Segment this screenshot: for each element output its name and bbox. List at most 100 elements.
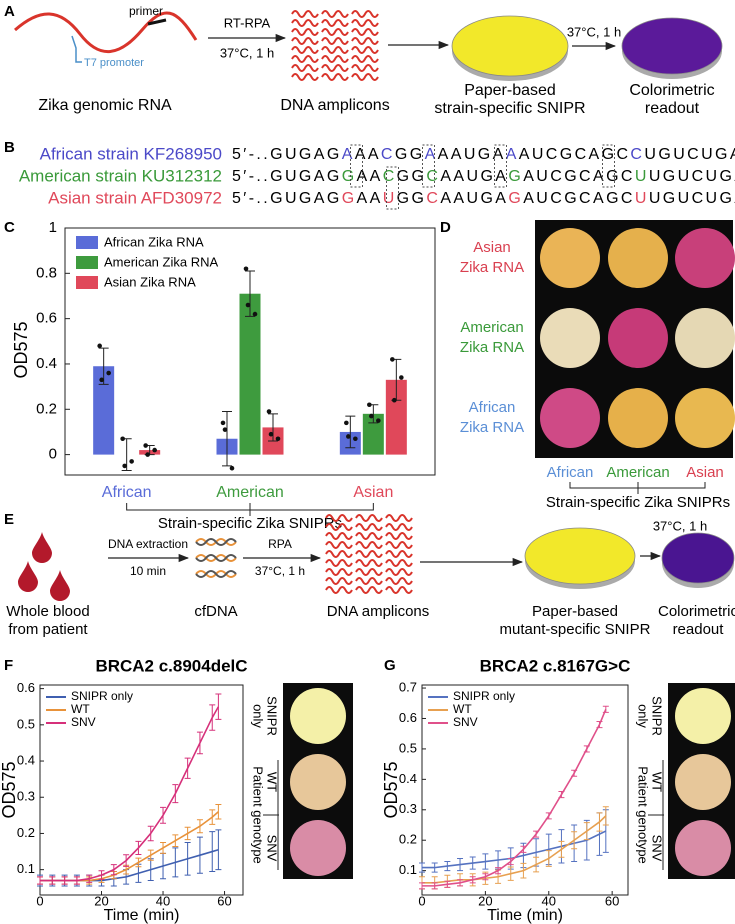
x-tick-label: 20: [478, 893, 492, 908]
disc: [661, 532, 735, 584]
well-photo: [675, 308, 735, 368]
sequence-segment: AAUGA: [440, 168, 508, 185]
well-photo: [608, 228, 668, 288]
label: 37°C, 1 h: [220, 45, 274, 60]
y-tick-label: 0.6: [36, 310, 57, 327]
replicate-dot: [143, 443, 148, 448]
sequence-segment: AUCGCAGC: [523, 168, 635, 185]
amplicon-wave: [321, 73, 349, 81]
label: Paper-based: [532, 603, 618, 620]
y-tick-label: 0: [49, 446, 57, 463]
amplicon-wave: [351, 10, 379, 18]
series-line: [422, 709, 607, 887]
y-tick-label: 0.1: [399, 862, 417, 877]
y-axis-label: OD575: [0, 761, 19, 818]
sequence-segment: G: [508, 190, 523, 207]
amplicon-wave: [385, 559, 413, 567]
image-label: SNV: [265, 835, 280, 862]
sequence-segment: U: [635, 168, 649, 185]
amplicon-wave: [325, 514, 353, 522]
panel-label: D: [440, 219, 451, 236]
amplicon-wave: [385, 568, 413, 576]
replicate-dot: [106, 370, 111, 376]
amplicon-wave: [325, 523, 353, 531]
amplicon-wave: [385, 514, 413, 522]
amplicon-wave: [325, 541, 353, 549]
bar: [362, 413, 384, 455]
disc: [524, 527, 636, 585]
error-bar: [222, 411, 232, 467]
sequence-segment: G: [342, 168, 357, 185]
disc: [621, 17, 723, 75]
amplicon-wave: [355, 586, 383, 594]
highlight-box: [602, 144, 615, 188]
highlight-box: [494, 144, 507, 188]
amplicon-wave: [355, 577, 383, 585]
panel-label: A: [4, 3, 15, 20]
x-axis-label: Strain-specific Zika SNIPRs: [158, 515, 342, 532]
replicate-dot: [353, 436, 358, 442]
legend-label: WT: [71, 702, 90, 716]
series-line: [422, 830, 607, 869]
amplicon-wave: [355, 541, 383, 549]
label: DNA extraction: [108, 537, 188, 551]
label: Asian strain AFD30972: [48, 188, 222, 207]
well-photo: [675, 754, 731, 810]
amplicon-wave: [351, 73, 379, 81]
dna-strand: [195, 538, 237, 546]
replicate-dot: [399, 375, 404, 380]
amplicon-wave: [291, 28, 319, 36]
amplicon-wave: [351, 64, 379, 72]
amplicon-wave: [291, 10, 319, 18]
well-photo: [290, 754, 346, 810]
sequence: 5′-..GUGAGGAACGGCAAUGAGAUCGCAGCUUGUCUGA.…: [232, 168, 735, 185]
sequence-segment: U: [635, 190, 649, 207]
amplicon-wave: [291, 19, 319, 27]
amplicon-wave: [291, 73, 319, 81]
bracket: [126, 503, 374, 516]
amplicon-wave: [321, 46, 349, 54]
legend-swatch: [76, 276, 98, 289]
amplicon-wave: [385, 577, 413, 585]
replicate-dot: [222, 427, 228, 432]
x-axis-label: Time (min): [487, 907, 563, 924]
label: 10 min: [130, 564, 166, 578]
panel-label: E: [4, 511, 14, 528]
sequence-segment: AA: [355, 146, 381, 163]
y-tick-label: 0.3: [17, 789, 35, 804]
amplicon-wave: [325, 550, 353, 558]
replicate-dot: [369, 413, 374, 419]
well-photo: [675, 820, 731, 876]
label: RT-RPA: [224, 15, 271, 30]
amplicon-wave: [351, 46, 379, 54]
y-tick-label: 0.1: [17, 861, 35, 876]
sequence-segment: G: [342, 190, 357, 207]
replicate-dot: [152, 447, 157, 453]
sequence-segment: 5′-..GUGAG: [232, 146, 342, 163]
legend-label: SNV: [71, 715, 96, 729]
sequence-segment: C: [381, 146, 395, 163]
highlight-box: [386, 166, 399, 210]
error-bar: [268, 413, 278, 442]
label: Colorimetric: [658, 603, 735, 620]
label: American strain KU312312: [19, 166, 222, 185]
y-tick-label: 0.4: [399, 771, 417, 786]
y-tick-label: 0.3: [399, 801, 417, 816]
replicate-dot: [229, 465, 235, 471]
amplicon-wave: [291, 64, 319, 72]
sequence-segment: U: [383, 190, 397, 207]
sequence-segment: 5′-..GUGAG: [232, 168, 342, 185]
label: Zika RNA: [460, 419, 524, 436]
x-tick-label: 20: [94, 893, 108, 908]
x-tick-label: American: [216, 484, 284, 501]
series-line: [40, 848, 219, 882]
error-bar: [215, 829, 222, 871]
amplicon-wave: [321, 37, 349, 45]
blood-drop: [50, 570, 70, 601]
y-tick-label: 0.2: [399, 832, 417, 847]
bar: [93, 366, 115, 455]
y-tick-label: 0.2: [36, 400, 57, 417]
label: 37°C, 1 h: [653, 518, 707, 533]
